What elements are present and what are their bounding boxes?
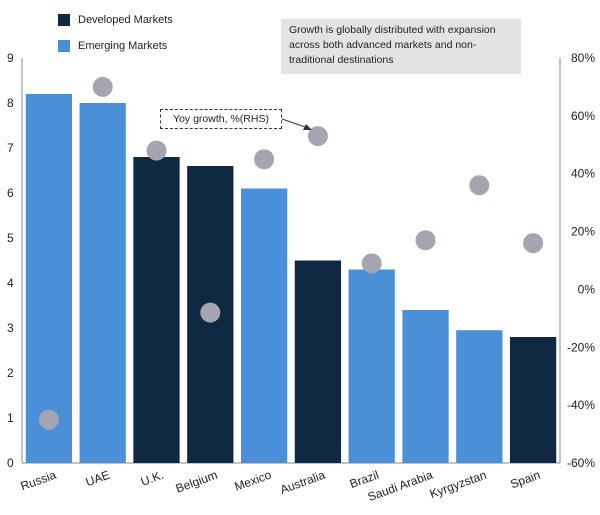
right-axis-ticks: -60% -40% -20% 0% 20% 40% 60% 80% bbox=[567, 51, 595, 470]
left-tick-0: 0 bbox=[7, 456, 14, 470]
point-spain bbox=[523, 233, 544, 254]
right-tick-0pct: 0% bbox=[578, 282, 596, 296]
point-mexico bbox=[254, 149, 275, 170]
right-tick-neg20pct: -20% bbox=[567, 340, 595, 354]
right-tick-60pct: 60% bbox=[571, 109, 595, 123]
x-label-belgium: Belgium bbox=[174, 468, 220, 496]
series-callout: Yoy growth, %(RHS) bbox=[160, 109, 282, 129]
left-tick-9: 9 bbox=[7, 51, 14, 65]
right-tick-40pct: 40% bbox=[571, 167, 595, 181]
right-tick-neg60pct: -60% bbox=[567, 456, 595, 470]
x-label-uae: UAE bbox=[84, 468, 112, 490]
point-russia bbox=[38, 409, 59, 430]
legend-label-developed: Developed Markets bbox=[78, 14, 173, 26]
legend-swatch-developed bbox=[58, 14, 70, 26]
annotation-box: Growth is globally distributed with expa… bbox=[281, 19, 521, 74]
bar-uae bbox=[79, 103, 126, 463]
point-kyrgyzstan bbox=[469, 175, 490, 196]
bar-mexico bbox=[240, 188, 288, 463]
bar-brazil bbox=[348, 269, 395, 463]
point-australia bbox=[307, 126, 328, 147]
bar-australia bbox=[294, 260, 342, 463]
left-tick-5: 5 bbox=[7, 231, 14, 245]
points-layer bbox=[38, 76, 544, 430]
callout-arrow bbox=[281, 118, 306, 128]
bars-layer bbox=[25, 94, 557, 463]
bar-saudi-arabia bbox=[402, 310, 449, 463]
right-tick-80pct: 80% bbox=[571, 51, 595, 65]
point-belgium bbox=[200, 302, 221, 323]
point-uae bbox=[92, 76, 113, 97]
right-tick-neg40pct: -40% bbox=[567, 398, 595, 412]
left-tick-3: 3 bbox=[7, 321, 14, 335]
x-label-russia: Russia bbox=[19, 468, 59, 494]
x-label-u-k: U.K. bbox=[139, 468, 166, 489]
x-axis-labels: Russia UAE U.K. Belgium Mexico Australia Brazi… bbox=[19, 468, 542, 505]
bar-u-k bbox=[133, 157, 180, 463]
left-tick-1: 1 bbox=[7, 411, 14, 425]
x-label-mexico: Mexico bbox=[233, 468, 274, 494]
legend-label-emerging: Emerging Markets bbox=[78, 40, 168, 52]
x-label-australia: Australia bbox=[278, 468, 327, 497]
point-u-k bbox=[146, 140, 167, 161]
bar-spain bbox=[509, 337, 557, 463]
point-brazil bbox=[361, 253, 382, 274]
callout-arrowhead bbox=[303, 124, 312, 130]
legend: Developed Markets Emerging Markets bbox=[58, 12, 173, 64]
point-saudi-arabia bbox=[415, 230, 436, 251]
bar-russia bbox=[25, 94, 73, 463]
left-tick-8: 8 bbox=[7, 96, 14, 110]
x-label-kyrgyzstan: Kyrgyzstan bbox=[428, 468, 489, 501]
left-tick-6: 6 bbox=[7, 186, 14, 200]
left-axis-ticks: 0 1 2 3 4 5 6 7 8 9 bbox=[7, 51, 14, 470]
legend-item-emerging: Emerging Markets bbox=[58, 38, 173, 54]
right-tick-20pct: 20% bbox=[571, 225, 595, 239]
left-tick-7: 7 bbox=[7, 141, 14, 155]
x-label-spain: Spain bbox=[508, 468, 542, 492]
left-tick-2: 2 bbox=[7, 366, 14, 380]
left-tick-4: 4 bbox=[7, 276, 14, 290]
bar-kyrgyzstan bbox=[456, 330, 503, 463]
legend-item-developed: Developed Markets bbox=[58, 12, 173, 28]
legend-swatch-emerging bbox=[58, 40, 70, 52]
